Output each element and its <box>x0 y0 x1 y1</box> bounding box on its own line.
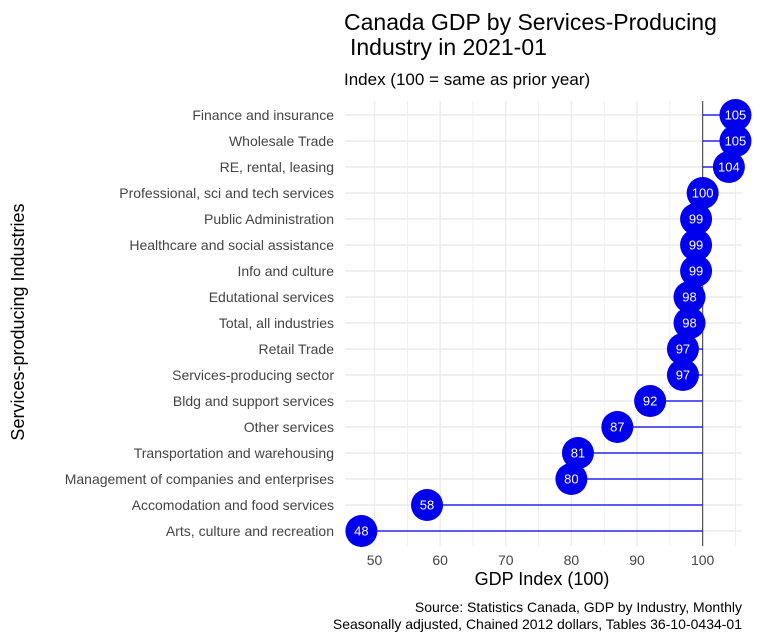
value-label: 81 <box>571 446 585 461</box>
category-label: Accomodation and food services <box>132 497 334 513</box>
value-label: 58 <box>420 498 434 513</box>
lollipop-point <box>634 385 667 417</box>
value-label: 105 <box>725 108 747 123</box>
lollipop-point <box>555 463 588 495</box>
value-label: 100 <box>692 186 714 201</box>
category-label: Professional, sci and tech services <box>119 185 334 201</box>
value-label: 87 <box>610 420 624 435</box>
lollipop-point <box>680 255 713 287</box>
x-tick-label: 90 <box>629 552 645 568</box>
category-label: Wholesale Trade <box>229 133 334 149</box>
value-label: 99 <box>689 264 703 279</box>
lollipop-point <box>719 125 752 157</box>
value-label: 99 <box>689 238 703 253</box>
caption-line1: Source: Statistics Canada, GDP by Indust… <box>415 599 742 615</box>
chart-subtitle: Index (100 = same as prior year) <box>344 70 590 89</box>
value-label: 104 <box>718 160 740 175</box>
category-label: Finance and insurance <box>192 107 334 123</box>
caption-line2: Seasonally adjusted, Chained 2012 dollar… <box>333 616 742 632</box>
value-label: 92 <box>643 394 657 409</box>
category-label: Public Administration <box>204 211 334 227</box>
y-axis-title: Services-producing Industries <box>8 203 28 440</box>
lollipop-point <box>601 411 634 443</box>
category-label: Arts, culture and recreation <box>166 523 334 539</box>
value-label: 98 <box>682 316 696 331</box>
x-axis-title: GDP Index (100) <box>475 569 610 589</box>
chart-title-line2: Industry in 2021-01 <box>350 34 547 60</box>
x-tick-label: 50 <box>367 552 383 568</box>
category-label: Services-producing sector <box>172 367 334 383</box>
category-label: Bldg and support services <box>173 393 334 409</box>
lollipop-point <box>673 307 706 339</box>
category-label: Management of companies and enterprises <box>65 471 334 487</box>
category-label: Other services <box>244 419 334 435</box>
value-label: 105 <box>725 134 747 149</box>
value-label: 98 <box>682 290 696 305</box>
category-label: Info and culture <box>237 263 334 279</box>
category-label: Edutational services <box>209 289 334 305</box>
x-tick-label: 70 <box>498 552 514 568</box>
value-label: 97 <box>676 342 690 357</box>
value-label: 97 <box>676 368 690 383</box>
lollipop-point <box>686 177 719 209</box>
x-tick-label: 80 <box>564 552 580 568</box>
lollipop-point <box>561 437 594 469</box>
plot-area: 50 60 70 80 90 100 Finance and insurance Wholes… <box>65 99 752 568</box>
category-label: Healthcare and social assistance <box>129 237 334 253</box>
lollipop-point <box>666 333 699 365</box>
lollipop-point <box>345 515 378 547</box>
category-label: Total, all industries <box>219 315 334 331</box>
chart-title-line1: Canada GDP by Services-Producing <box>344 9 717 35</box>
value-label: 80 <box>564 472 578 487</box>
lollipop-point <box>666 359 699 391</box>
lollipop-point <box>680 203 713 235</box>
value-label: 48 <box>354 524 368 539</box>
lollipop-point <box>712 151 745 183</box>
lollipop-point <box>673 281 706 313</box>
x-tick-label: 60 <box>432 552 448 568</box>
value-label: 99 <box>689 212 703 227</box>
category-label: Transportation and warehousing <box>134 445 334 461</box>
lollipop-point <box>719 99 752 131</box>
lollipop-point <box>680 229 713 261</box>
lollipop-point <box>411 489 444 521</box>
category-label: RE, rental, leasing <box>220 159 334 175</box>
x-tick-label: 100 <box>691 552 715 568</box>
category-label: Retail Trade <box>259 341 335 357</box>
